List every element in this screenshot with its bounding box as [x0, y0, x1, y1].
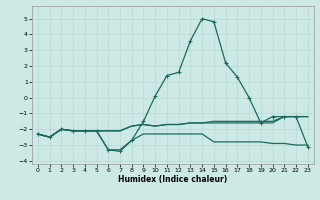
X-axis label: Humidex (Indice chaleur): Humidex (Indice chaleur) [118, 175, 228, 184]
